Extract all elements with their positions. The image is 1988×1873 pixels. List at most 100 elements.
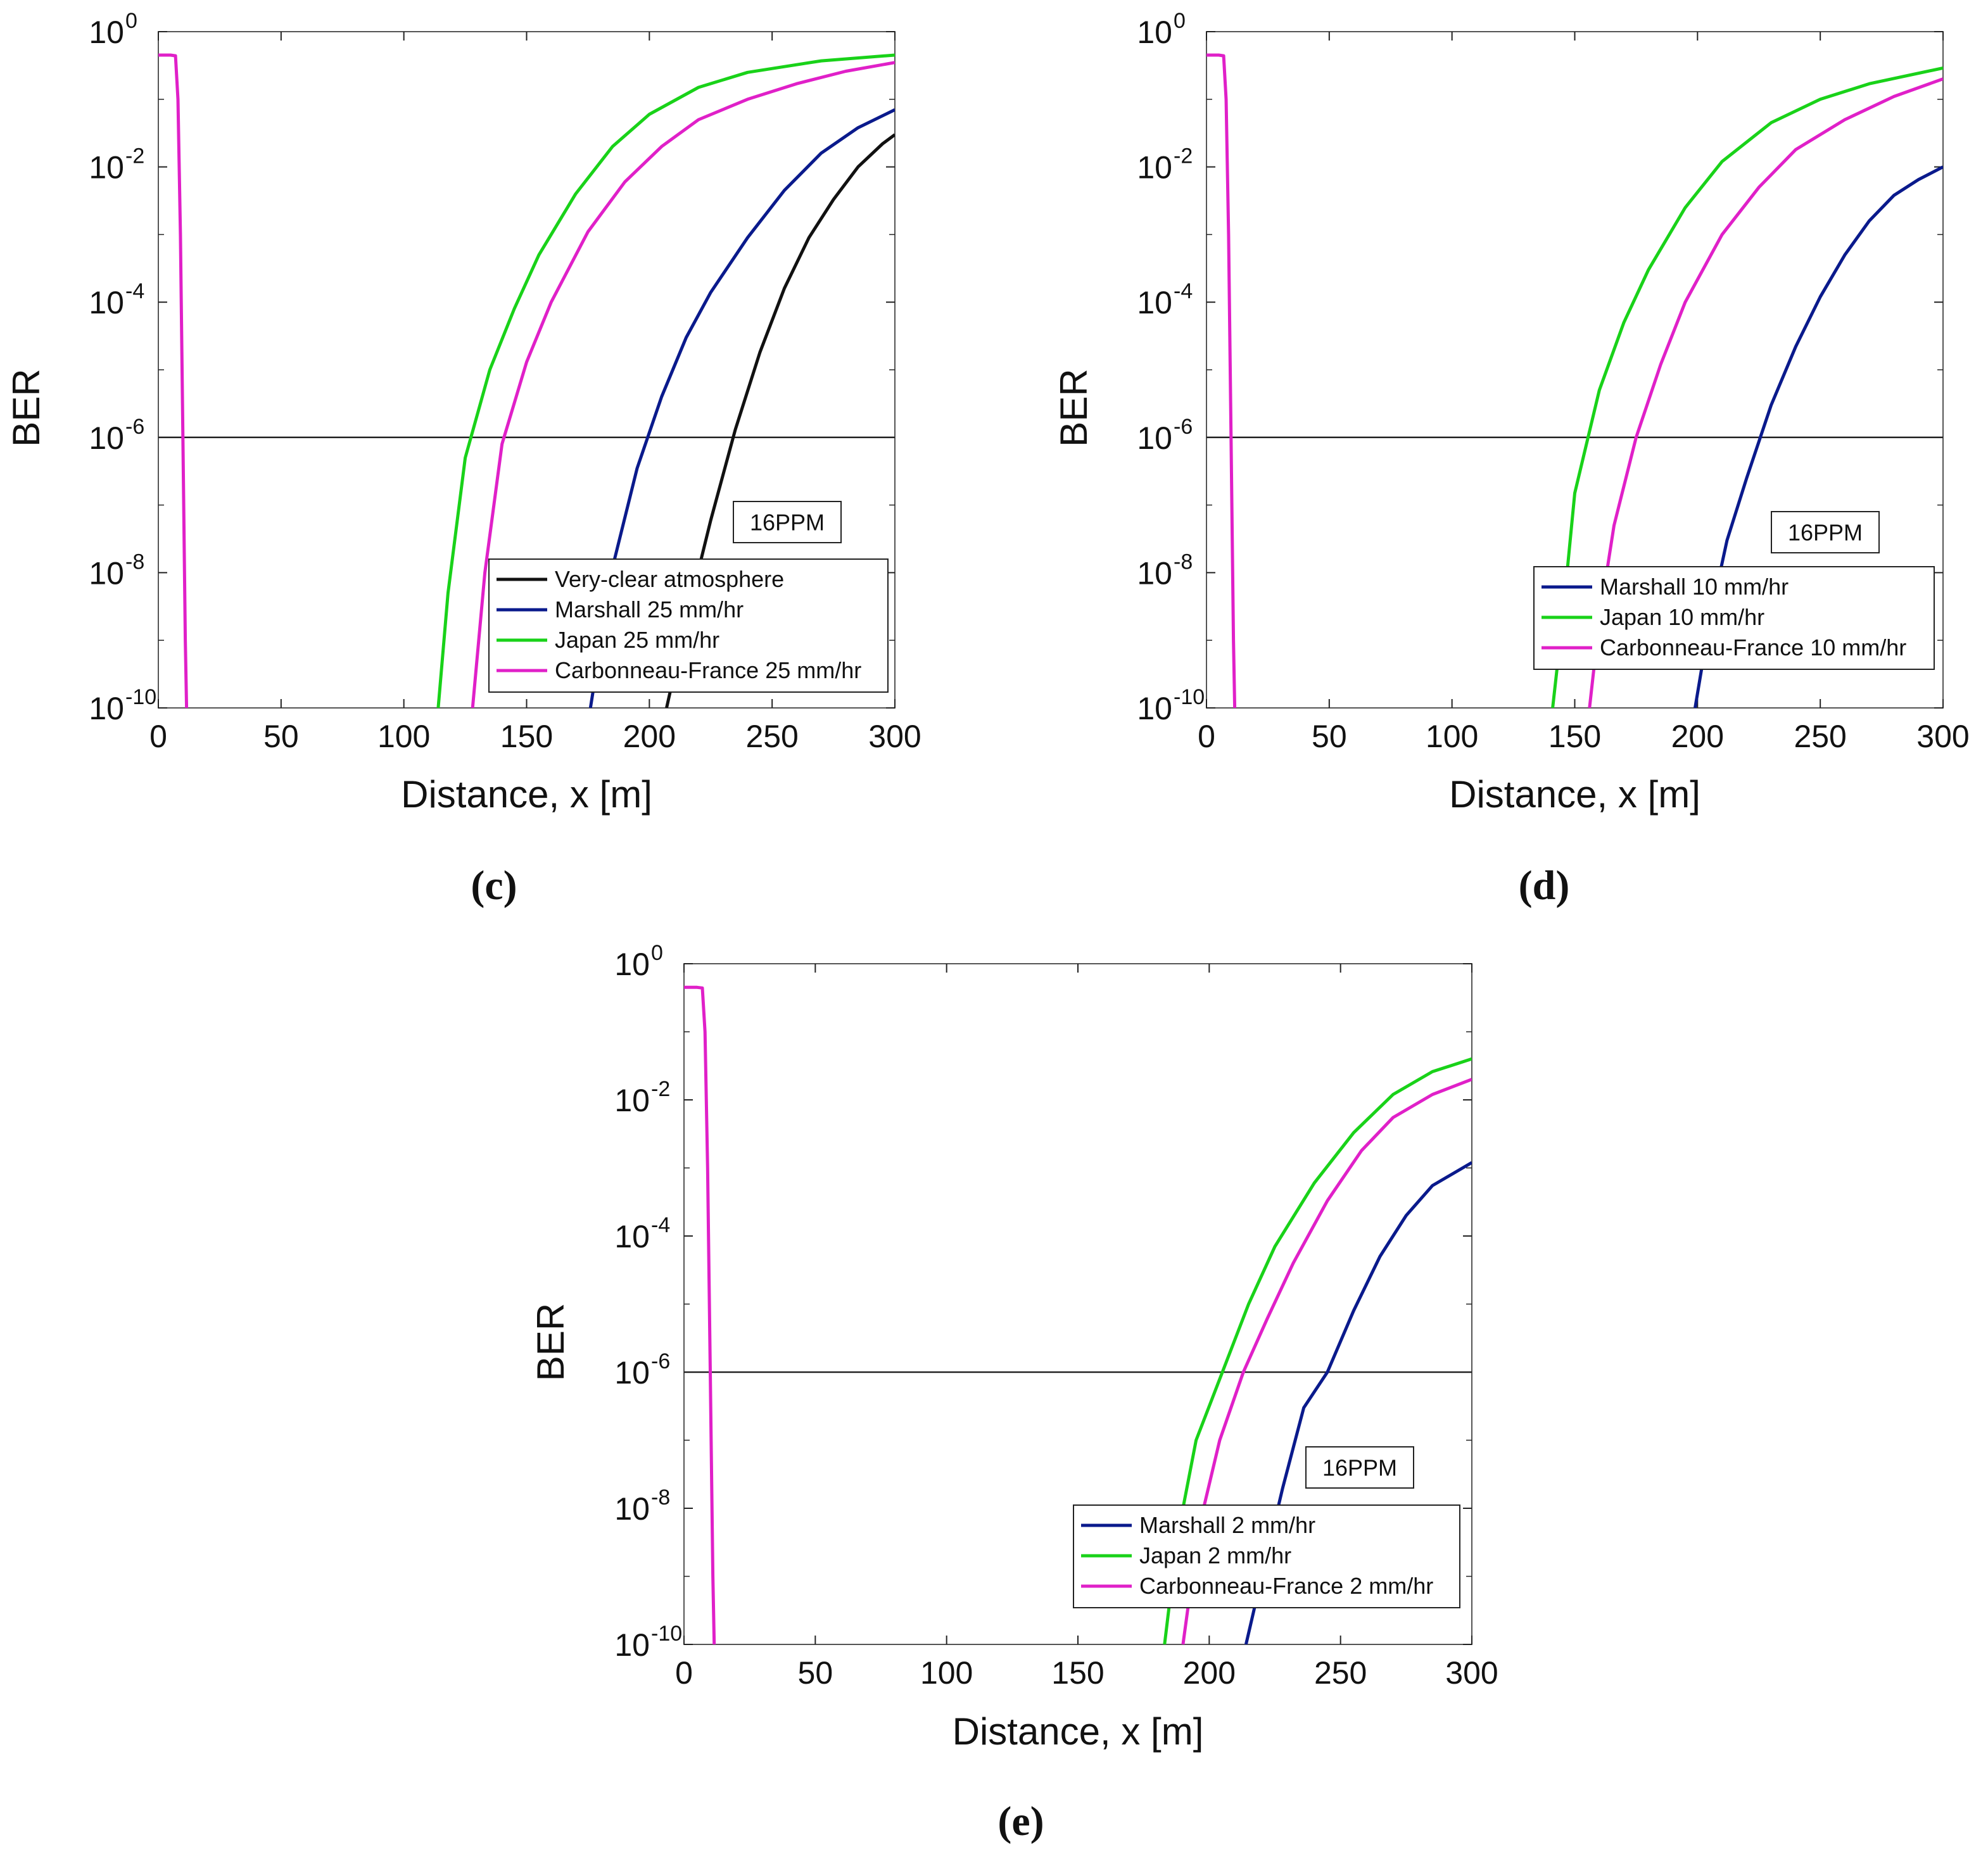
y-tick-label: 10 xyxy=(614,1491,650,1527)
y-tick-label: 10 xyxy=(614,947,650,982)
y-tick-label: 10 xyxy=(89,150,124,186)
legend-entry: Carbonneau-France 25 mm/hr xyxy=(555,657,861,683)
x-tick-label: 50 xyxy=(263,719,299,754)
y-tick-exponent: 0 xyxy=(1174,9,1186,33)
panel-label-c: (c) xyxy=(471,862,517,909)
y-tick-label: 10 xyxy=(614,1355,650,1391)
legend-entry: Japan 10 mm/hr xyxy=(1600,604,1764,630)
series-line xyxy=(471,61,895,708)
panel-label-e: (e) xyxy=(997,1798,1044,1845)
annotation-text: 16PPM xyxy=(750,510,825,536)
y-tick-exponent: -2 xyxy=(651,1077,670,1101)
x-tick-label: 150 xyxy=(500,719,553,754)
y-tick-exponent: -6 xyxy=(651,1349,670,1373)
series-line xyxy=(1181,1078,1472,1644)
x-tick-label: 50 xyxy=(798,1655,833,1691)
x-tick-label: 200 xyxy=(1671,719,1724,754)
x-tick-label: 100 xyxy=(920,1655,973,1691)
y-tick-label: 10 xyxy=(89,285,124,320)
x-tick-label: 0 xyxy=(675,1655,693,1691)
y-tick-label: 10 xyxy=(89,420,124,456)
y-tick-exponent: 0 xyxy=(651,941,663,965)
series-line xyxy=(1694,165,1943,708)
x-tick-label: 150 xyxy=(1051,1655,1104,1691)
y-tick-exponent: -10 xyxy=(1174,685,1205,709)
x-tick-label: 50 xyxy=(1312,719,1347,754)
series-line xyxy=(684,985,716,1644)
series-line xyxy=(436,53,895,708)
x-axis-label: Distance, x [m] xyxy=(953,1710,1204,1753)
y-tick-exponent: -4 xyxy=(1174,279,1193,303)
x-tick-label: 300 xyxy=(1445,1655,1498,1691)
x-tick-label: 150 xyxy=(1548,719,1601,754)
annotation-text: 16PPM xyxy=(1788,520,1863,546)
series-line xyxy=(1551,66,1943,708)
x-tick-label: 200 xyxy=(623,719,676,754)
y-tick-label: 10 xyxy=(1137,420,1172,456)
y-tick-exponent: -8 xyxy=(125,550,144,574)
series-line xyxy=(1206,53,1237,708)
y-tick-label: 10 xyxy=(1137,691,1172,726)
y-tick-exponent: -6 xyxy=(1174,415,1193,439)
x-tick-label: 250 xyxy=(1794,719,1846,754)
x-tick-label: 250 xyxy=(745,719,798,754)
series-line xyxy=(1588,77,1943,708)
y-tick-label: 10 xyxy=(614,1219,650,1254)
annotation-box xyxy=(1771,511,1880,553)
legend-entry: Carbonneau-France 10 mm/hr xyxy=(1600,634,1906,660)
legend-box xyxy=(1073,1504,1460,1608)
legend-entry: Japan 2 mm/hr xyxy=(1139,1542,1291,1568)
legend-box xyxy=(488,558,889,693)
y-tick-exponent: -2 xyxy=(1174,144,1193,168)
legend-entry: Japan 25 mm/hr xyxy=(555,627,719,653)
y-tick-label: 10 xyxy=(1137,285,1172,320)
x-axis-label: Distance, x [m] xyxy=(1449,773,1700,816)
y-tick-exponent: -10 xyxy=(125,685,156,709)
y-tick-exponent: -4 xyxy=(125,279,144,303)
legend-entry: Very-clear atmosphere xyxy=(555,566,784,592)
legend-entry: Marshall 2 mm/hr xyxy=(1139,1512,1315,1538)
y-tick-label: 10 xyxy=(1137,15,1172,50)
legend-entry: Carbonneau-France 2 mm/hr xyxy=(1139,1573,1433,1599)
x-tick-label: 300 xyxy=(1916,719,1969,754)
y-tick-exponent: 0 xyxy=(125,9,137,33)
y-axis-label: BER xyxy=(529,1303,572,1381)
x-tick-label: 0 xyxy=(1198,719,1215,754)
x-tick-label: 100 xyxy=(1426,719,1478,754)
y-tick-exponent: -8 xyxy=(651,1485,670,1510)
series-line xyxy=(1163,1057,1472,1644)
y-tick-exponent: -4 xyxy=(651,1213,670,1237)
y-tick-label: 10 xyxy=(89,691,124,726)
annotation-box xyxy=(1305,1446,1414,1489)
y-tick-label: 10 xyxy=(614,1627,650,1663)
y-tick-exponent: -10 xyxy=(651,1622,682,1646)
y-tick-exponent: -8 xyxy=(1174,550,1193,574)
series-line xyxy=(665,133,895,708)
x-axis-label: Distance, x [m] xyxy=(401,773,652,816)
y-axis-label: BER xyxy=(1053,369,1095,446)
series-line xyxy=(158,53,189,708)
y-tick-label: 10 xyxy=(614,1083,650,1118)
y-tick-exponent: -6 xyxy=(125,415,144,439)
y-tick-exponent: -2 xyxy=(125,144,144,168)
annotation-text: 16PPM xyxy=(1322,1455,1397,1481)
y-tick-label: 10 xyxy=(1137,555,1172,591)
y-axis-label: BER xyxy=(5,369,47,446)
legend-box xyxy=(1533,566,1935,670)
series-line xyxy=(588,108,895,708)
y-tick-label: 10 xyxy=(1137,150,1172,186)
x-tick-label: 100 xyxy=(377,719,430,754)
annotation-box xyxy=(733,501,842,543)
y-tick-label: 10 xyxy=(89,15,124,50)
x-tick-label: 0 xyxy=(149,719,167,754)
x-tick-label: 300 xyxy=(868,719,921,754)
x-tick-label: 200 xyxy=(1183,1655,1236,1691)
legend-entry: Marshall 25 mm/hr xyxy=(555,596,744,622)
panel-label-d: (d) xyxy=(1519,862,1570,909)
legend-entry: Marshall 10 mm/hr xyxy=(1600,574,1789,600)
x-tick-label: 250 xyxy=(1314,1655,1367,1691)
